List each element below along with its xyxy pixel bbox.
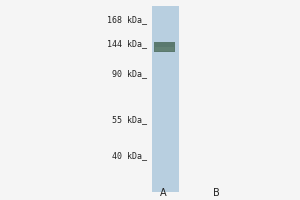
Text: 144 kDa_: 144 kDa_ xyxy=(107,40,147,48)
Text: B: B xyxy=(213,188,219,198)
Text: 55 kDa_: 55 kDa_ xyxy=(112,116,147,124)
Text: A: A xyxy=(160,188,167,198)
Bar xyxy=(152,6,178,192)
Text: 40 kDa_: 40 kDa_ xyxy=(112,152,147,160)
Bar xyxy=(155,47,174,50)
Text: 90 kDa_: 90 kDa_ xyxy=(112,70,147,78)
Bar xyxy=(154,43,175,51)
Text: 168 kDa_: 168 kDa_ xyxy=(107,16,147,24)
